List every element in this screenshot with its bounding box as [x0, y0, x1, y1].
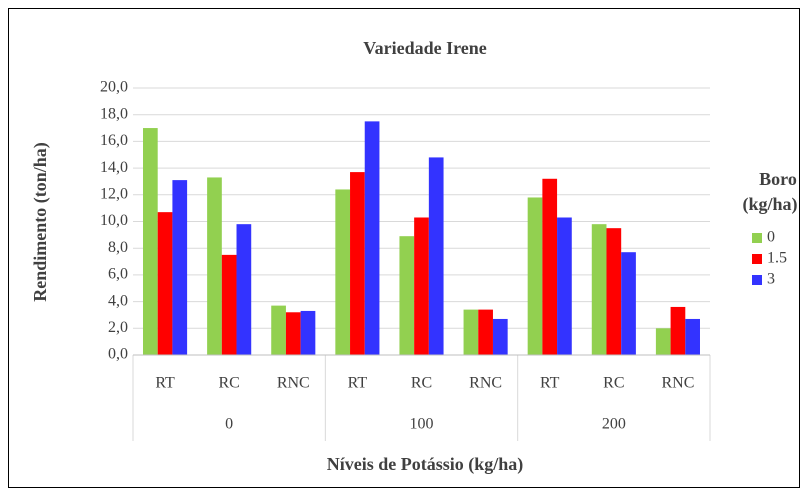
bar: [285, 312, 301, 355]
bar: [350, 172, 365, 355]
bar: [300, 310, 316, 355]
legend-label: 3: [767, 271, 775, 288]
legend-swatch: [752, 233, 762, 243]
bar: [335, 189, 351, 355]
x-tick-label: RNC: [277, 375, 310, 392]
y-tick-label: 2,0: [108, 319, 128, 336]
y-tick-label: 14,0: [100, 159, 128, 176]
legend-swatch: [752, 275, 762, 285]
bar: [364, 121, 380, 355]
bar: [606, 228, 622, 355]
bar: [271, 305, 286, 355]
bar: [463, 309, 479, 355]
legend-swatch: [752, 254, 762, 264]
x-tick-label: RT: [348, 375, 368, 392]
bar: [236, 224, 252, 355]
x-tick-label: RT: [540, 375, 560, 392]
bar: [478, 309, 493, 355]
y-tick-label: 4,0: [108, 292, 128, 309]
bar: [414, 217, 429, 355]
x-tick-label: RT: [155, 375, 175, 392]
bar: [527, 197, 543, 355]
legend-label: 0: [767, 229, 775, 246]
y-tick-label: 18,0: [100, 105, 128, 122]
bar: [428, 157, 444, 355]
bar: [670, 306, 686, 355]
x-axis-label: Níveis de Potássio (kg/ha): [327, 454, 524, 475]
y-tick-label: 10,0: [100, 212, 128, 229]
bar: [557, 217, 572, 355]
legend-label: 1.5: [767, 250, 787, 267]
bar: [685, 318, 700, 355]
x-tick-label: RC: [603, 375, 624, 392]
bar: [399, 236, 415, 355]
x-tick-label: RNC: [661, 375, 694, 392]
y-tick-label: 12,0: [100, 185, 128, 202]
y-axis-label: Rendimento (ton/ha): [30, 142, 51, 302]
bar: [172, 180, 188, 355]
x-group-label: 200: [602, 416, 626, 433]
y-tick-label: 20,0: [100, 79, 128, 96]
x-group-label: 0: [225, 416, 233, 433]
legend-title: Boro: [759, 169, 797, 189]
bar: [591, 224, 607, 355]
bar: [221, 254, 237, 355]
x-tick-label: RC: [218, 375, 239, 392]
bar: [207, 177, 222, 355]
chart-title: Variedade Irene: [363, 38, 487, 58]
bar: [157, 212, 173, 355]
bar: [621, 252, 636, 355]
x-group-label: 100: [410, 416, 434, 433]
y-tick-label: 8,0: [108, 239, 128, 256]
legend-title: (kg/ha): [742, 194, 797, 215]
y-tick-label: 0,0: [108, 346, 128, 363]
bar: [143, 128, 158, 355]
bar: [655, 328, 671, 355]
bar: [492, 318, 508, 355]
bar: [542, 178, 558, 355]
y-tick-label: 6,0: [108, 266, 128, 283]
x-tick-label: RNC: [469, 375, 502, 392]
x-tick-label: RC: [411, 375, 432, 392]
y-tick-label: 16,0: [100, 132, 128, 149]
